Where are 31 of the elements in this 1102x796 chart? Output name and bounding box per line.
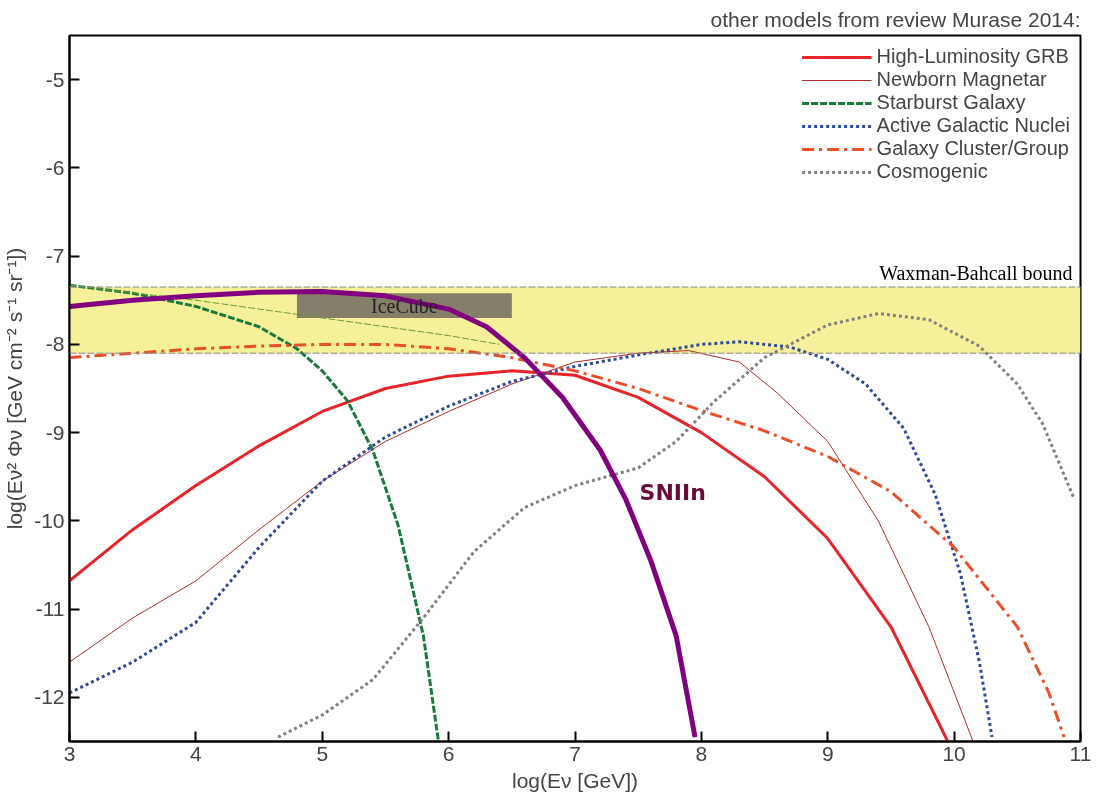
legend-label: Active Galactic Nuclei [876,114,1070,137]
y-tick-label: -6 [45,155,65,179]
y-axis-title: log(Eν² Φν [GeV cm⁻² s⁻¹ sr⁻¹]) [3,247,27,530]
annotation: SNIIn [639,480,706,506]
y-tick-label: -10 [34,508,65,532]
y-tick-label: -5 [45,67,65,91]
line-series [69,284,500,345]
x-tick-label: 10 [942,741,966,765]
y-tick-label: -12 [34,685,65,709]
y-tick-label: -9 [45,420,65,444]
x-tick-label: 9 [821,741,834,765]
legend-label: Starburst Galaxy [876,91,1026,114]
x-tick-label: 5 [316,741,329,765]
legend-label: Newborn Magnetar [876,68,1047,91]
x-tick-label: 6 [442,741,455,765]
series-label: IceCube [371,294,438,317]
text: other models from review Murase 2014: [710,7,1081,31]
legend-label: Cosmogenic [876,160,988,183]
y-tick-label: -11 [35,597,65,621]
x-tick-label: 8 [695,741,708,765]
band-label: Waxman-Bahcall bound [879,262,1073,285]
x-tick-label: 3 [63,741,76,765]
line-series [69,283,441,742]
x-tick-label: 11 [1069,741,1092,765]
x-axis-title: log(Eν [GeV]) [511,768,639,792]
x-tick-label: 4 [190,741,203,765]
x-tick-label: 7 [569,741,581,765]
y-tick-label: -8 [45,332,65,356]
legend-label: Galaxy Cluster/Group [876,137,1069,160]
legend-label: High-Luminosity GRB [876,45,1069,68]
y-tick-label: -7 [45,244,65,268]
